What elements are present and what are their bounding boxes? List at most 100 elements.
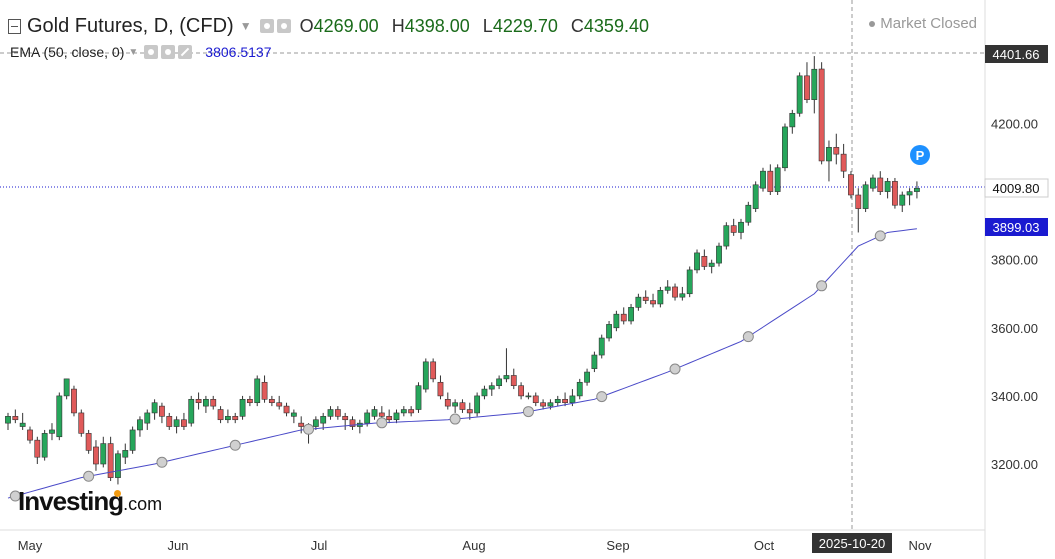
high-value: 4398.00 <box>404 15 470 36</box>
candle <box>811 56 818 114</box>
candle <box>826 140 832 182</box>
high-label: H <box>391 15 405 36</box>
candle <box>415 382 422 413</box>
settings-icon[interactable] <box>161 45 176 59</box>
candle <box>576 378 583 400</box>
candle <box>833 133 840 165</box>
ema-marker <box>303 423 315 435</box>
ema-label: EMA (50, close, 0) <box>10 44 125 60</box>
candle <box>796 72 803 117</box>
candle <box>708 259 715 274</box>
candle <box>151 399 158 420</box>
candle <box>122 443 129 464</box>
candle <box>664 280 671 294</box>
candle <box>71 385 77 417</box>
candle <box>782 123 788 172</box>
candle <box>312 416 319 430</box>
ema-marker <box>229 439 241 451</box>
candle <box>598 334 605 359</box>
candle <box>679 286 686 301</box>
candle <box>613 310 620 332</box>
candle <box>650 293 656 308</box>
candle <box>510 368 517 390</box>
x-tick-label: Aug <box>462 538 485 553</box>
pin-marker[interactable]: P <box>910 145 930 165</box>
candle <box>283 402 290 417</box>
candle <box>635 293 642 311</box>
logo-suffix: .com <box>123 494 163 514</box>
candle <box>159 402 165 424</box>
candle <box>481 385 488 400</box>
x-tick-label: Nov <box>908 538 932 553</box>
candle <box>840 143 847 178</box>
candle <box>855 188 862 233</box>
market-status-text: Market Closed <box>880 15 977 32</box>
close-value: 4359.40 <box>583 15 649 36</box>
candle <box>210 395 217 410</box>
candle <box>78 409 85 437</box>
candle <box>393 409 400 424</box>
open-label: O <box>299 15 314 36</box>
chart-title: Gold Futures, D, (CFD) <box>27 14 234 37</box>
eye-icon[interactable] <box>144 45 159 59</box>
eye-icon[interactable] <box>259 19 274 33</box>
candle <box>85 429 92 454</box>
candle <box>19 412 26 430</box>
crosshair-date-label: 2025-10-20 <box>812 533 892 553</box>
candle <box>444 392 451 410</box>
y-tick-label: 3200.00 <box>991 457 1038 472</box>
candle <box>115 450 121 485</box>
candle <box>342 412 349 430</box>
ema-last-label: 3899.03 <box>985 218 1048 236</box>
candle <box>437 375 444 400</box>
ohlc-readout: O4269.00 H4398.00 L4229.70 C4359.40 <box>300 16 657 37</box>
candle <box>606 320 612 342</box>
ema-marker <box>522 406 534 418</box>
chevron-down-icon[interactable]: ▼ <box>239 19 252 33</box>
ema-marker <box>596 391 608 403</box>
candle <box>899 191 906 213</box>
investing-logo: Investing .com <box>18 486 162 517</box>
candle <box>371 406 378 420</box>
close-icon[interactable] <box>178 45 193 59</box>
candle <box>694 249 700 274</box>
candle <box>767 164 774 196</box>
candle <box>503 348 510 383</box>
svg-text:4401.66: 4401.66 <box>993 47 1040 62</box>
candle <box>474 392 481 417</box>
candle <box>862 181 869 213</box>
chevron-down-icon[interactable]: ▼ <box>128 46 139 58</box>
candle <box>144 409 151 430</box>
ema-marker <box>9 490 21 502</box>
candle <box>400 406 407 417</box>
collapse-icon[interactable] <box>8 18 21 34</box>
candle <box>225 409 231 424</box>
candle <box>276 395 283 410</box>
candle <box>584 368 590 386</box>
y-tick-label: 3600.00 <box>991 321 1038 336</box>
candle <box>620 307 627 325</box>
low-label: L <box>482 15 493 36</box>
candle <box>789 109 796 134</box>
svg-text:4009.80: 4009.80 <box>993 181 1040 196</box>
candle <box>261 375 268 403</box>
candle <box>525 392 532 400</box>
candle <box>591 351 598 373</box>
candle <box>723 222 730 250</box>
candle <box>628 303 634 325</box>
candle <box>554 395 561 407</box>
candle <box>232 412 239 424</box>
x-tick-label: Jun <box>168 538 189 553</box>
candle <box>195 392 202 410</box>
y-tick-label: 3800.00 <box>991 253 1038 268</box>
candle <box>488 382 495 396</box>
candle <box>327 406 334 420</box>
candle <box>804 62 810 104</box>
candle <box>41 429 48 461</box>
settings-icon[interactable] <box>276 19 291 33</box>
crosshair-high-label: 4401.66 <box>985 45 1048 63</box>
candle <box>239 395 246 420</box>
x-tick-label: Sep <box>606 538 629 553</box>
candle <box>100 436 107 468</box>
